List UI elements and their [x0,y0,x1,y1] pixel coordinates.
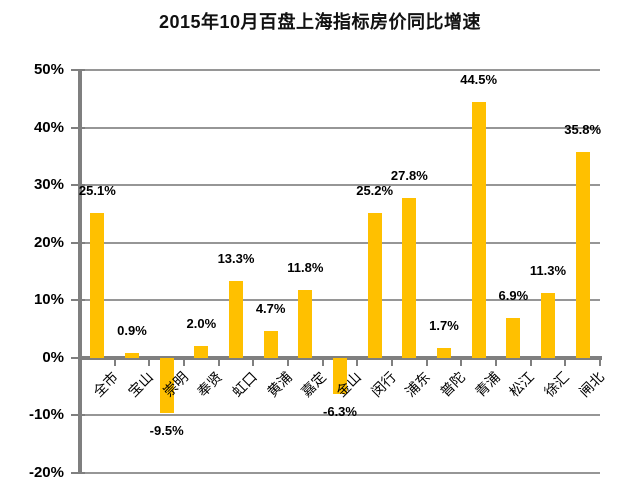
bar [125,352,139,358]
bar [194,346,209,358]
x-axis-tick [287,359,289,366]
bar [333,357,347,395]
chart-title: 2015年10月百盘上海指标房价同比增速 [158,12,482,32]
y-axis-label: 50% [33,61,64,78]
y-axis-line [78,70,82,474]
gridline [80,184,600,187]
x-axis-tick [495,359,497,366]
x-axis-tick [599,359,601,366]
gridline [80,299,600,302]
bar [367,212,382,358]
bar [471,101,486,358]
bar [263,330,278,358]
bar-value-label: 1.7% [429,318,459,334]
y-axis-tick [71,356,85,359]
bar [402,197,417,358]
x-axis-tick [425,359,428,366]
gridline [80,241,600,244]
y-axis-label: 0% [42,348,64,366]
bar [298,289,313,358]
y-axis-tick [71,414,85,417]
y-axis-label: 10% [33,291,64,309]
bar-value-label: 6.9% [498,288,529,304]
bar-value-label: 0.9% [117,322,147,338]
x-axis-tick [183,359,185,366]
bar-value-label: 35.8% [564,121,602,137]
plot-area: 50% 40% 30% 20% 10% 0% -10% -20% 25.1% 全市 0.9% 宝山 -9… [29,61,607,481]
x-axis-tick [391,359,393,366]
y-axis-label: 20% [33,233,64,251]
gridline [80,472,600,474]
x-axis-tick [460,359,463,366]
y-axis-tick [71,126,85,129]
bar [541,292,555,358]
bar-value-label: 25.2% [356,182,394,198]
bar-value-label: 25.1% [78,183,116,199]
x-axis-tick [356,359,359,366]
bar [575,151,590,358]
bar-value-label: -6.3% [323,404,357,420]
y-axis-label: 40% [33,118,64,136]
bar-value-label: 2.0% [186,316,217,332]
y-axis-label: -20% [28,464,64,481]
bar-value-label: 44.5% [460,71,498,87]
bar-value-label: -9.5% [149,422,184,438]
y-axis-tick [71,241,85,244]
x-axis-tick [148,359,151,366]
gridline [80,126,600,129]
gridline [80,414,600,417]
bar [229,281,243,358]
y-axis-tick [71,472,85,474]
y-axis-label: -10% [28,406,64,424]
y-axis-tick [71,299,85,302]
x-axis-tick [217,359,220,366]
bar-value-label: 27.8% [390,167,428,183]
y-axis-tick [71,69,85,71]
bar-value-label: 11.3% [529,262,567,278]
x-axis-tick [564,359,567,366]
y-axis-tick [71,184,85,187]
bar [159,357,174,413]
bar-value-label: 13.3% [217,251,255,267]
y-axis-label: 30% [33,176,64,194]
x-axis-tick [321,359,324,366]
x-axis-tick [113,359,116,366]
gridline [80,69,600,71]
bar [90,213,105,358]
bar-value-label: 11.8% [287,259,324,275]
bar [506,318,521,358]
x-axis-tick [252,359,255,366]
bar [437,348,451,358]
bar-value-label: 4.7% [255,300,286,316]
x-axis-tick [529,359,532,366]
